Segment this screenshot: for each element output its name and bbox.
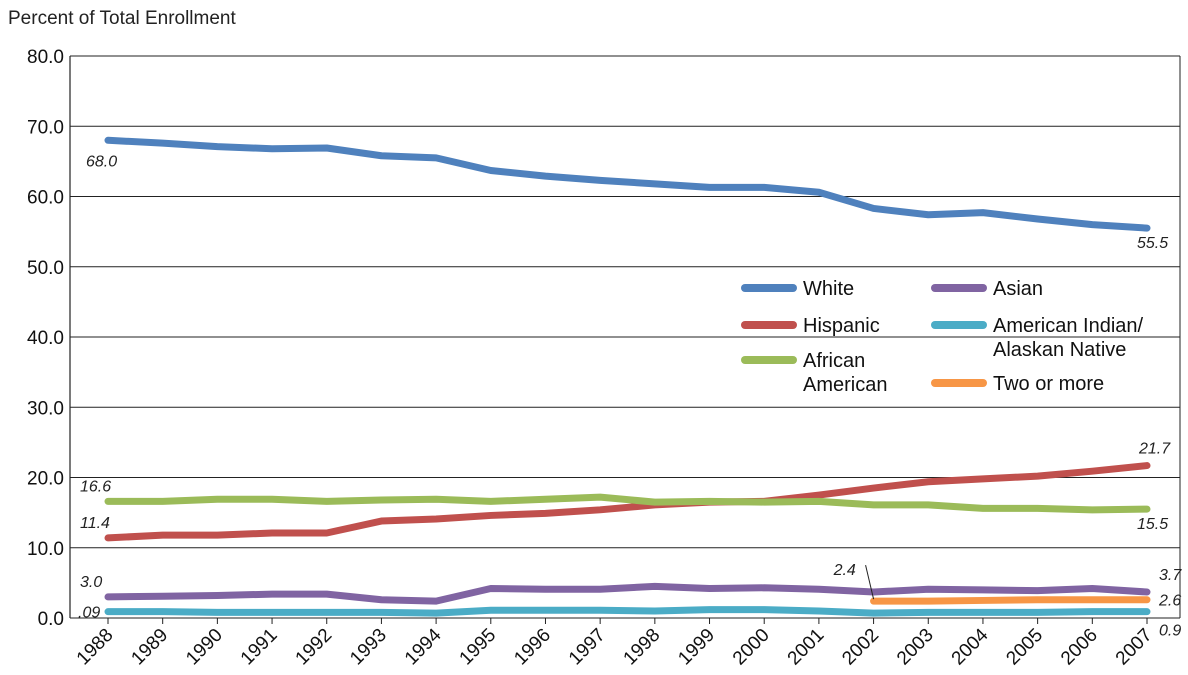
legend-label: American Indian/ — [993, 315, 1144, 337]
data-annotation: 15.5 — [1137, 516, 1168, 533]
x-tick-label: 1989 — [127, 625, 172, 670]
series-line-hispanic — [104, 462, 1151, 542]
y-tick-labels: 0.0 10.0 20.0 30.0 40.0 50.0 60.0 70.0 80.0 — [27, 47, 64, 630]
callout-leader-line — [865, 565, 875, 600]
series-line-african-american — [104, 493, 1151, 514]
x-tick-labels: 1988 1989 1990 1991 1992 1993 1994 1995 1996 1997… — [73, 618, 1157, 669]
legend-label: White — [803, 278, 854, 300]
y-tick-label: 20.0 — [27, 469, 64, 490]
x-tick-label: 1997 — [565, 625, 610, 670]
legend-label: African — [803, 350, 865, 372]
x-tick-label: 1988 — [73, 625, 118, 670]
series-line-american-indian-alaskan-native — [104, 606, 1151, 617]
x-tick-label: 2005 — [1002, 625, 1047, 670]
x-tick-label: 2007 — [1112, 625, 1157, 670]
y-tick-label: 0.0 — [38, 609, 64, 630]
legend-label: American — [803, 374, 887, 396]
y-tick-label: 30.0 — [27, 398, 64, 419]
series-line-white — [104, 136, 1151, 232]
y-tick-label: 70.0 — [27, 117, 64, 138]
x-tick-label: 2006 — [1057, 625, 1102, 670]
x-tick-label: 2000 — [729, 625, 774, 670]
y-tick-label: 50.0 — [27, 258, 64, 279]
x-tick-label: 1995 — [456, 625, 501, 670]
x-tick-label: 2004 — [948, 624, 993, 669]
data-annotation: 11.4 — [80, 515, 110, 532]
x-tick-label: 1990 — [182, 625, 227, 670]
y-tick-label: 10.0 — [27, 539, 64, 560]
data-annotation: 3.7 — [1159, 567, 1182, 584]
y-tick-label: 60.0 — [27, 188, 64, 209]
data-annotation: 21.7 — [1138, 441, 1171, 458]
x-tick-label: 2001 — [784, 625, 829, 670]
data-annotation: 55.5 — [1137, 235, 1168, 252]
x-tick-label: 1991 — [237, 625, 282, 670]
data-annotation: 16.6 — [80, 478, 111, 495]
x-tick-label: 1992 — [292, 625, 337, 670]
legend-label: Alaskan Native — [993, 339, 1126, 361]
data-annotation: .09 — [78, 605, 100, 622]
series-line-two-or-more — [870, 596, 1151, 605]
x-tick-label: 1996 — [510, 625, 555, 670]
y-tick-label: 80.0 — [27, 47, 64, 68]
legend-label: Asian — [993, 278, 1043, 300]
data-annotation: 3.0 — [80, 574, 102, 591]
x-tick-label: 2002 — [838, 625, 883, 670]
data-annotation: 2.4 — [833, 562, 856, 579]
series-lines — [104, 136, 1151, 617]
y-axis-title: Percent of Total Enrollment — [8, 8, 236, 29]
y-tick-label: 40.0 — [27, 328, 64, 349]
x-tick-label: 1998 — [620, 625, 665, 670]
legend-label: Two or more — [993, 373, 1104, 395]
data-annotation: 0.9 — [1159, 623, 1181, 640]
legend-label: Hispanic — [803, 315, 880, 337]
x-tick-label: 1999 — [674, 625, 719, 670]
data-annotations: 68.0 55.5 21.7 16.6 11.4 15.5 3.0 .09 3.7 2.6 0.9 2… — [78, 153, 1182, 639]
data-annotation: 2.6 — [1158, 593, 1181, 610]
x-tick-label: 2003 — [893, 625, 938, 670]
data-annotation: 68.0 — [86, 153, 117, 170]
series-line-asian — [104, 582, 1151, 605]
x-tick-label: 1994 — [401, 624, 446, 669]
x-tick-label: 1993 — [346, 625, 391, 670]
